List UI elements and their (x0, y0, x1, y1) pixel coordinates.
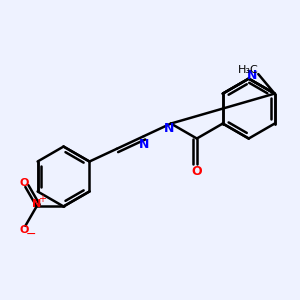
Text: H₃C: H₃C (237, 64, 258, 75)
Text: N: N (247, 69, 257, 82)
Text: O: O (19, 178, 28, 188)
Text: O: O (19, 225, 28, 236)
Text: N: N (139, 138, 149, 151)
Text: O: O (191, 165, 202, 178)
Text: N: N (32, 199, 41, 209)
Text: +: + (38, 194, 46, 204)
Text: N: N (164, 122, 175, 134)
Text: −: − (26, 228, 36, 241)
